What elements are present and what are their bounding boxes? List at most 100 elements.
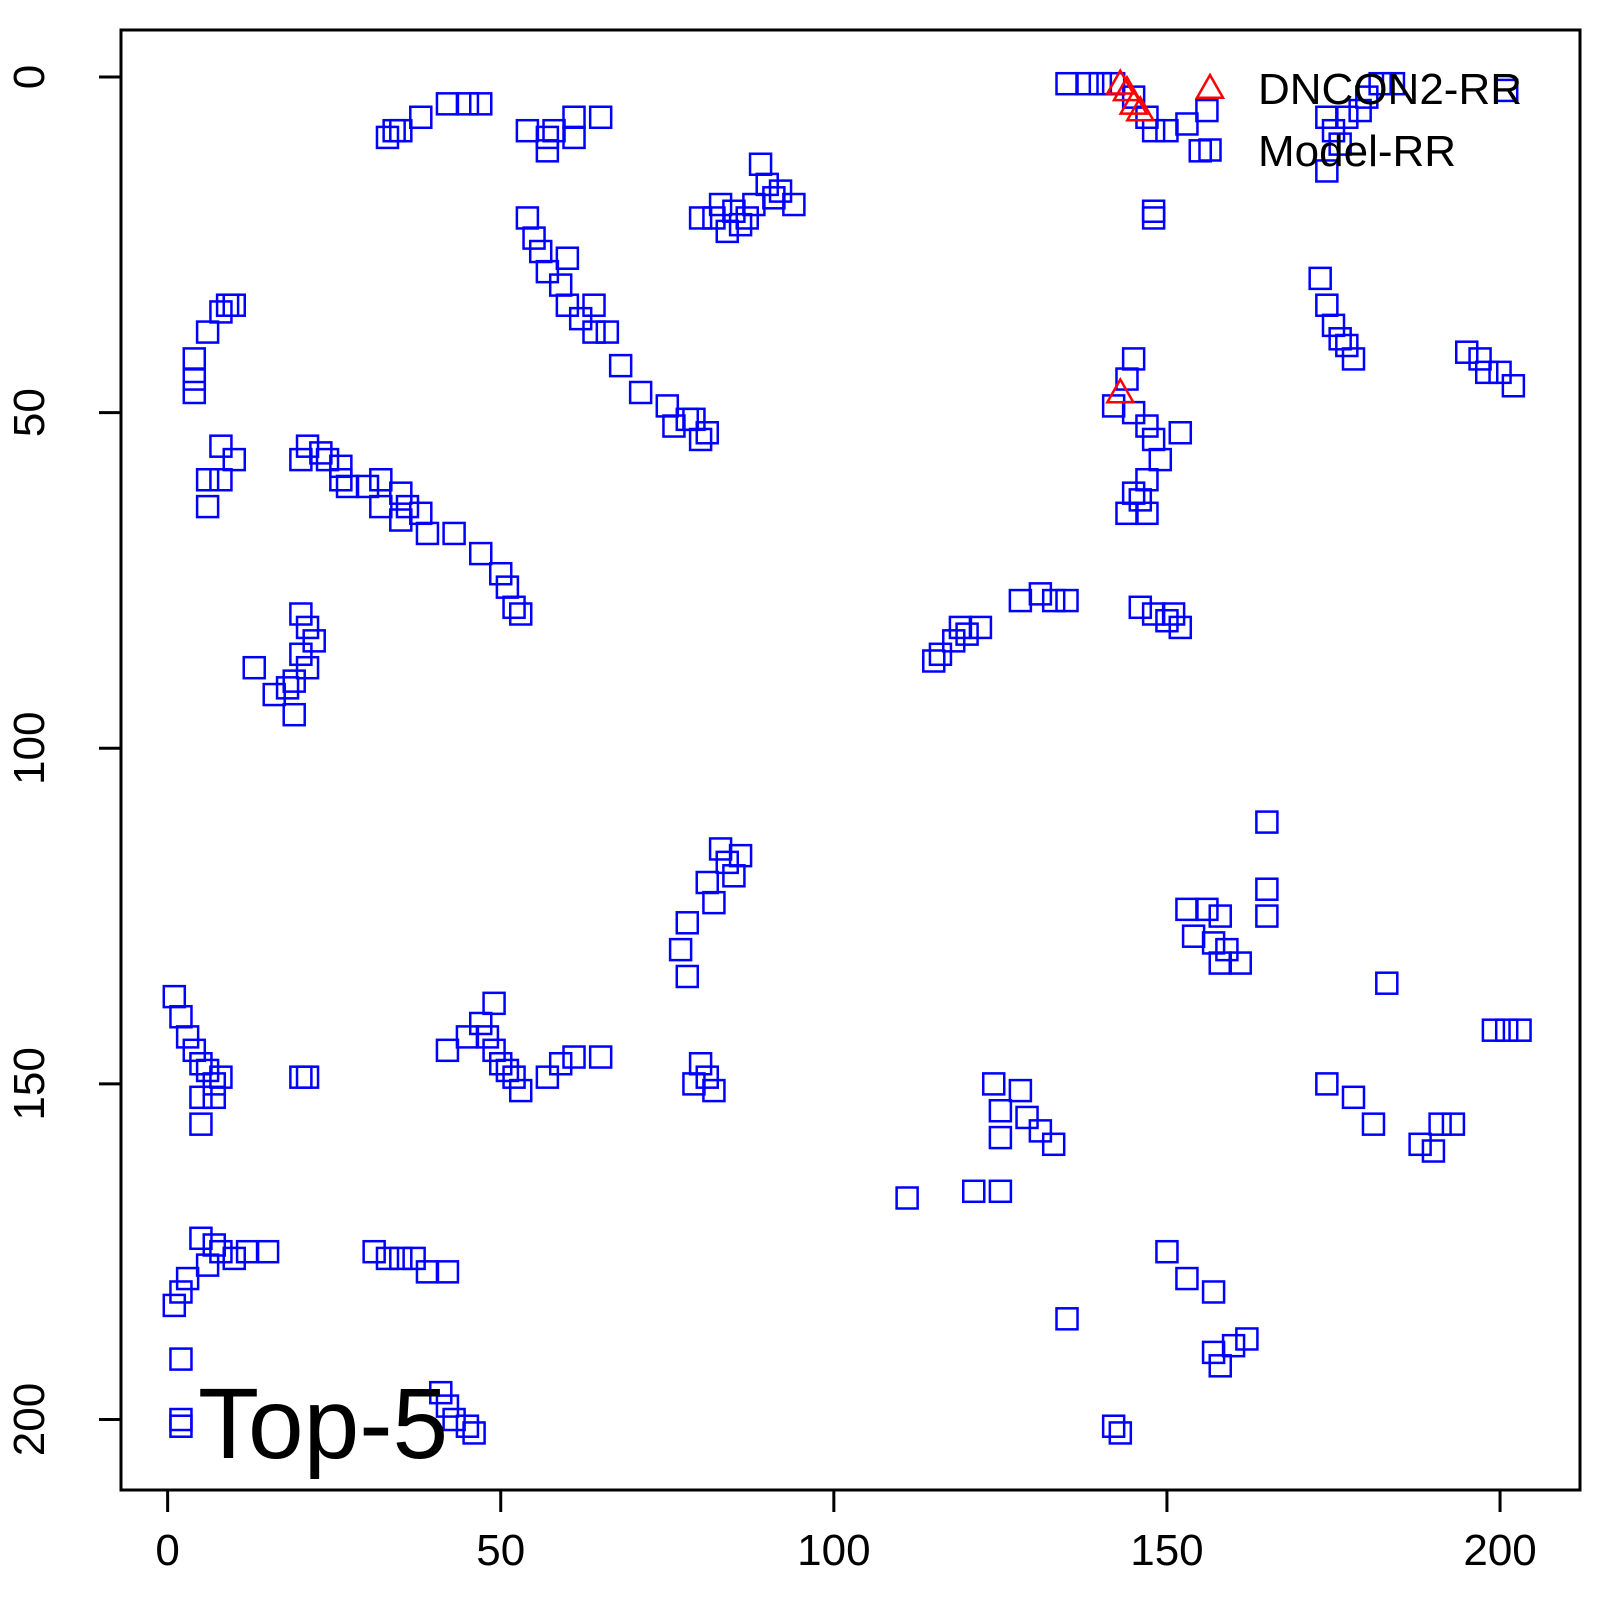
point-model-rr xyxy=(1155,608,1179,633)
point-model-rr xyxy=(1501,374,1526,398)
point-model-rr xyxy=(1101,394,1126,418)
point-dncon2-rr xyxy=(1118,88,1149,115)
point-model-rr xyxy=(515,206,540,230)
point-model-rr xyxy=(1408,1132,1432,1157)
point-model-rr xyxy=(202,1072,227,1096)
point-model-rr xyxy=(1121,481,1146,505)
legend-label-model-rr: Model-RR xyxy=(1258,127,1456,176)
point-model-rr xyxy=(455,1025,480,1049)
point-model-rr xyxy=(488,1051,513,1076)
point-model-rr xyxy=(968,615,993,640)
legend-marker-dncon2-rr xyxy=(1194,72,1226,99)
point-model-rr xyxy=(1335,105,1359,130)
point-model-rr xyxy=(1368,71,1392,96)
point-model-rr xyxy=(715,850,740,875)
point-model-rr xyxy=(282,702,306,727)
point-model-rr xyxy=(169,1414,193,1438)
point-model-rr xyxy=(295,655,320,680)
point-model-rr xyxy=(748,152,773,177)
point-model-rr xyxy=(675,407,700,432)
point-model-rr xyxy=(289,1065,313,1089)
point-model-rr xyxy=(735,206,759,230)
point-model-rr xyxy=(1115,501,1139,526)
point-model-rr xyxy=(988,1179,1013,1204)
point-model-rr xyxy=(502,1065,526,1089)
point-model-rr xyxy=(1155,118,1179,143)
point-model-rr xyxy=(169,1347,193,1371)
legend-label-dncon2-rr: DNCON2-RR xyxy=(1258,65,1522,114)
plot-frame xyxy=(119,28,1582,1492)
point-model-rr xyxy=(728,843,753,868)
point-model-rr xyxy=(409,501,433,526)
point-model-rr xyxy=(1075,71,1099,96)
point-model-rr xyxy=(1375,971,1399,995)
point-model-rr xyxy=(548,273,573,297)
point-model-rr xyxy=(1201,931,1226,955)
point-model-rr xyxy=(222,1246,247,1271)
legend: DNCON2-RR Model-RR xyxy=(1194,65,1522,176)
point-model-rr xyxy=(562,105,586,130)
point-model-rr xyxy=(695,1065,720,1089)
point-model-rr xyxy=(189,1112,213,1136)
point-model-rr xyxy=(202,1233,227,1257)
point-model-rr xyxy=(988,1098,1013,1123)
point-model-rr xyxy=(282,669,306,693)
point-model-rr xyxy=(175,1025,200,1049)
point-dncon2-rr xyxy=(1105,376,1136,404)
point-model-rr xyxy=(395,494,420,519)
point-model-rr xyxy=(742,192,766,217)
point-model-rr xyxy=(675,911,700,935)
point-model-rr xyxy=(768,179,793,203)
point-model-rr xyxy=(702,206,726,230)
point-model-rr xyxy=(1141,118,1166,143)
point-model-rr xyxy=(588,105,613,130)
x-tick-label: 200 xyxy=(1463,1526,1536,1575)
point-model-rr xyxy=(1141,206,1166,230)
point-model-rr xyxy=(162,1293,187,1318)
point-model-rr xyxy=(1008,1078,1033,1103)
point-model-rr xyxy=(182,347,207,371)
point-model-rr xyxy=(582,293,606,317)
y-tick-label: 150 xyxy=(5,1047,54,1120)
point-model-rr xyxy=(1128,595,1153,620)
point-model-rr xyxy=(1208,904,1232,928)
point-model-rr xyxy=(1208,1354,1232,1378)
point-model-rr xyxy=(1008,588,1033,613)
point-model-rr xyxy=(555,246,580,270)
point-model-rr xyxy=(1341,347,1366,371)
point-model-rr xyxy=(1155,1239,1179,1264)
point-model-rr xyxy=(1215,937,1239,962)
point-model-rr xyxy=(462,1421,486,1445)
point-model-rr xyxy=(1321,118,1346,143)
point-model-rr xyxy=(215,293,240,317)
point-model-rr xyxy=(961,1179,986,1204)
point-model-rr xyxy=(708,192,733,217)
point-model-rr xyxy=(1255,877,1279,901)
point-model-rr xyxy=(688,206,713,230)
point-model-rr xyxy=(435,92,460,116)
point-model-rr xyxy=(655,394,680,418)
point-model-rr xyxy=(275,676,300,700)
point-model-rr xyxy=(1315,159,1339,183)
point-model-rr xyxy=(548,1051,573,1076)
point-model-rr xyxy=(329,467,353,492)
point-model-rr xyxy=(169,1005,193,1029)
point-model-rr xyxy=(1235,1327,1259,1351)
point-model-rr xyxy=(455,92,480,116)
point-model-rr xyxy=(528,239,553,264)
point-model-rr xyxy=(195,320,220,344)
point-model-rr xyxy=(895,1186,919,1210)
point-model-rr xyxy=(1175,112,1199,136)
point-model-rr xyxy=(169,1280,193,1304)
point-model-rr xyxy=(608,353,633,378)
point-model-rr xyxy=(508,1078,533,1103)
y-tick-label: 50 xyxy=(5,388,54,437)
point-model-rr xyxy=(502,595,526,620)
point-model-rr xyxy=(662,414,686,438)
point-model-rr xyxy=(702,1078,726,1103)
point-model-rr xyxy=(715,219,740,244)
point-model-rr xyxy=(508,602,533,626)
point-model-rr xyxy=(302,629,326,653)
point-model-rr xyxy=(1201,1280,1226,1304)
point-model-rr xyxy=(755,172,779,197)
